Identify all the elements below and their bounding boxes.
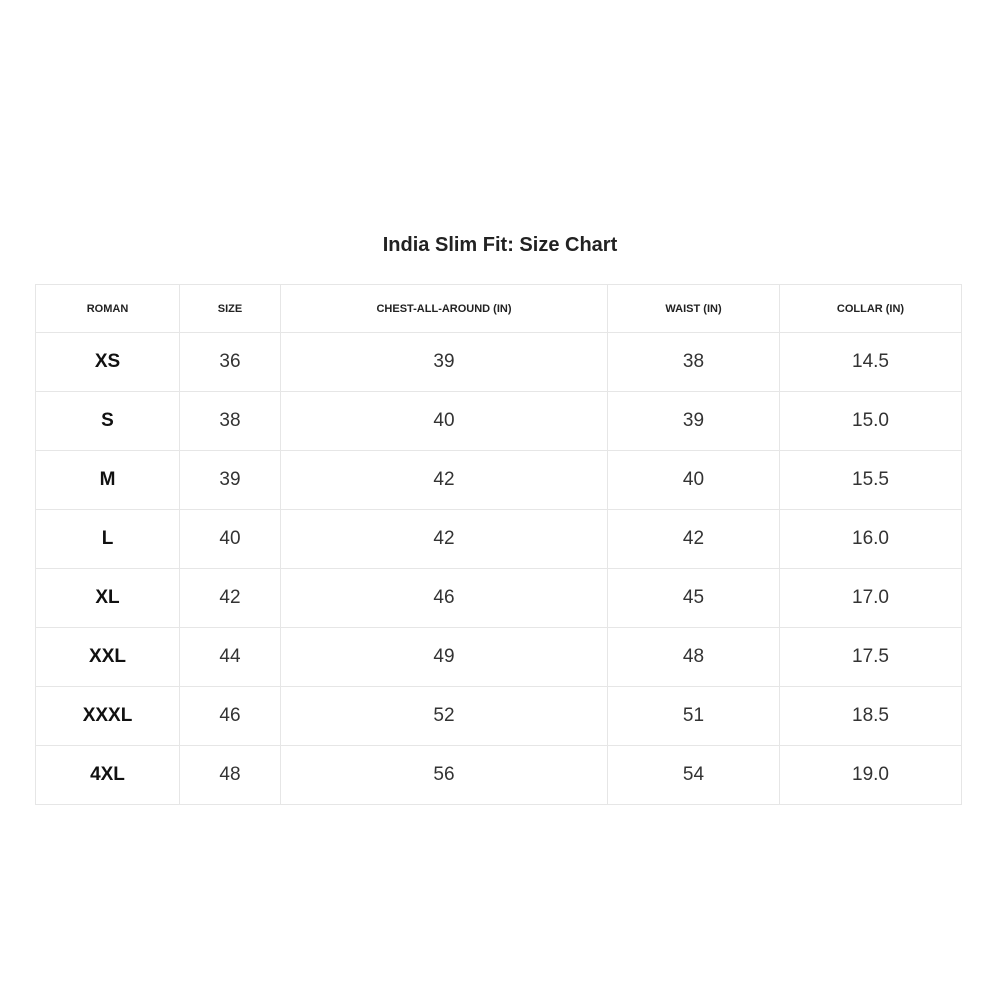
cell-collar: 16.0: [779, 509, 962, 569]
cell-waist: 45: [607, 568, 780, 628]
cell-roman: XS: [35, 332, 180, 392]
header-roman: ROMAN: [35, 284, 180, 333]
cell-waist: 40: [607, 450, 780, 510]
cell-roman: XXXL: [35, 686, 180, 746]
cell-size: 38: [179, 391, 281, 451]
cell-chest: 52: [280, 686, 608, 746]
size-chart-table: ROMAN SIZE CHEST-ALL-AROUND (IN) WAIST (…: [35, 284, 962, 805]
cell-roman: L: [35, 509, 180, 569]
cell-roman: XL: [35, 568, 180, 628]
table-row: XXXL 46 52 51 18.5: [35, 686, 962, 746]
cell-size: 39: [179, 450, 281, 510]
cell-roman: XXL: [35, 627, 180, 687]
cell-collar: 14.5: [779, 332, 962, 392]
cell-waist: 42: [607, 509, 780, 569]
cell-size: 40: [179, 509, 281, 569]
cell-collar: 18.5: [779, 686, 962, 746]
cell-chest: 42: [280, 509, 608, 569]
cell-collar: 15.0: [779, 391, 962, 451]
cell-collar: 17.0: [779, 568, 962, 628]
cell-waist: 51: [607, 686, 780, 746]
table-row: XS 36 39 38 14.5: [35, 332, 962, 392]
cell-collar: 17.5: [779, 627, 962, 687]
header-collar: COLLAR (IN): [779, 284, 962, 333]
table-row: L 40 42 42 16.0: [35, 509, 962, 569]
cell-chest: 42: [280, 450, 608, 510]
table-row: XL 42 46 45 17.0: [35, 568, 962, 628]
cell-chest: 56: [280, 745, 608, 805]
cell-chest: 39: [280, 332, 608, 392]
cell-size: 46: [179, 686, 281, 746]
cell-collar: 19.0: [779, 745, 962, 805]
cell-waist: 54: [607, 745, 780, 805]
cell-waist: 39: [607, 391, 780, 451]
table-header-row: ROMAN SIZE CHEST-ALL-AROUND (IN) WAIST (…: [35, 284, 962, 333]
cell-size: 36: [179, 332, 281, 392]
cell-chest: 49: [280, 627, 608, 687]
table-row: S 38 40 39 15.0: [35, 391, 962, 451]
header-size: SIZE: [179, 284, 281, 333]
cell-roman: S: [35, 391, 180, 451]
table-row: XXL 44 49 48 17.5: [35, 627, 962, 687]
table-row: M 39 42 40 15.5: [35, 450, 962, 510]
cell-chest: 40: [280, 391, 608, 451]
cell-waist: 48: [607, 627, 780, 687]
header-chest: CHEST-ALL-AROUND (IN): [280, 284, 608, 333]
cell-roman: M: [35, 450, 180, 510]
cell-size: 42: [179, 568, 281, 628]
header-waist: WAIST (IN): [607, 284, 780, 333]
cell-chest: 46: [280, 568, 608, 628]
page-title: India Slim Fit: Size Chart: [382, 234, 618, 256]
cell-collar: 15.5: [779, 450, 962, 510]
cell-size: 44: [179, 627, 281, 687]
cell-size: 48: [179, 745, 281, 805]
table-row: 4XL 48 56 54 19.0: [35, 745, 962, 805]
cell-roman: 4XL: [35, 745, 180, 805]
cell-waist: 38: [607, 332, 780, 392]
